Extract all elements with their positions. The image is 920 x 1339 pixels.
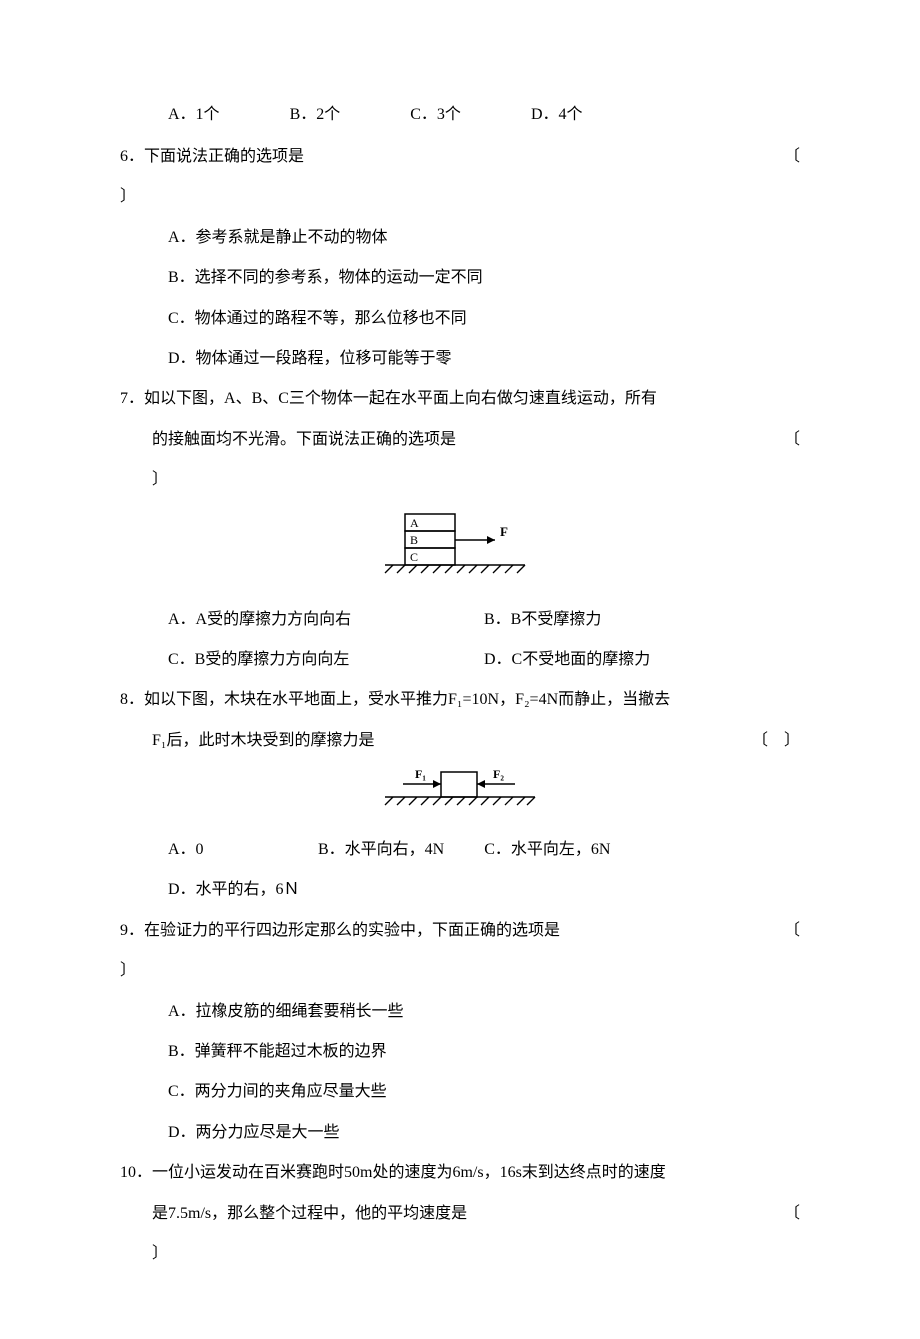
q8-num: 8．	[120, 685, 144, 715]
q7-bracket-open: 〔	[784, 425, 800, 455]
q10-line2: 是7.5m/s，那么整个过程中，他的平均速度是 〔	[120, 1199, 800, 1229]
q7-line1: 7． 如以下图，A、B、C三个物体一起在水平面上向右做匀速直线运动，所有	[120, 384, 800, 414]
q6-num: 6．	[120, 142, 144, 172]
q6-opt-a: A．参考系就是静止不动的物体	[120, 223, 800, 253]
q8-label-f1: F₁	[415, 767, 426, 781]
q10-text2: 是7.5m/s，那么整个过程中，他的平均速度是	[152, 1199, 784, 1229]
q7-opt-a: A．A受的摩擦力方向向右	[168, 605, 484, 635]
q6-text: 下面说法正确的选项是	[144, 142, 776, 172]
q7-opt-c: C．B受的摩擦力方向向左	[168, 645, 484, 675]
q10-num: 10．	[120, 1158, 152, 1188]
q5-opt-d: D．4个	[531, 100, 583, 124]
q7-label-f: F	[500, 524, 508, 539]
q7-bracket-close: 〕	[120, 465, 800, 495]
q8-opt-a: A．0	[168, 835, 278, 865]
q8-text1: 如以下图，木块在水平地面上，受水平推力F₁=10N，F₂=4N而静止，当撤去	[144, 685, 800, 715]
q6-opt-b: B．选择不同的参考系，物体的运动一定不同	[120, 263, 800, 293]
q10-line1: 10． 一位小运发动在百米赛跑时50m处的速度为6m/s，16s末到达终点时的速…	[120, 1158, 800, 1188]
q9-opt-c: C．两分力间的夹角应尽量大些	[120, 1077, 800, 1107]
q7-text2: 的接触面均不光滑。下面说法正确的选项是	[152, 425, 784, 455]
q6-line: 6． 下面说法正确的选项是 〔	[120, 142, 800, 172]
q7-text1: 如以下图，A、B、C三个物体一起在水平面上向右做匀速直线运动，所有	[144, 384, 800, 414]
page-content: A．1个 B．2个 C．3个 D．4个 6． 下面说法正确的选项是 〔 〕 A．…	[0, 0, 920, 1339]
q6-opt-d: D．物体通过一段路程，位移可能等于零	[120, 344, 800, 374]
q7-label-a: A	[410, 516, 419, 530]
q9-opt-a: A．拉橡皮筋的细绳套要稍长一些	[120, 997, 800, 1027]
q5-opt-c: C．3个	[410, 100, 461, 124]
q5-opt-b: B．2个	[290, 100, 341, 124]
q9-text: 在验证力的平行四边形定那么的实验中，下面正确的选项是	[144, 916, 776, 946]
q5-opt-a: A．1个	[168, 100, 220, 124]
q8-opt-d: D．水平的右，6Ｎ	[120, 875, 800, 905]
q9-bracket-close: 〕	[120, 956, 800, 986]
q10-bracket-open: 〔	[784, 1199, 800, 1229]
q6-bracket-close: 〕	[120, 182, 800, 212]
q6-bracket-open: 〔	[776, 142, 800, 172]
q7-num: 7．	[120, 384, 144, 414]
q8-line1: 8． 如以下图，木块在水平地面上，受水平推力F₁=10N，F₂=4N而静止，当撤…	[120, 685, 800, 715]
q9-opt-d: D．两分力应尽是大一些	[120, 1118, 800, 1148]
q8-figure: F₁ F₂	[120, 766, 800, 821]
q8-label-f2: F₂	[493, 767, 504, 781]
q9-bracket-open: 〔	[776, 916, 800, 946]
q9-opt-b: B．弹簧秤不能超过木板的边界	[120, 1037, 800, 1067]
q8-bracket: 〔 〕	[752, 726, 800, 756]
q7-label-b: B	[410, 533, 418, 547]
q7-figure: A B C F	[120, 506, 800, 591]
q6-opt-c: C．物体通过的路程不等，那么位移也不同	[120, 304, 800, 334]
q8-opt-b: B．水平向右，4N	[318, 835, 444, 865]
q7-label-c: C	[410, 550, 418, 564]
q8-diagram: F₁ F₂	[365, 766, 555, 816]
q7-opts-row2: C．B受的摩擦力方向向左 D．C不受地面的摩擦力	[120, 645, 800, 675]
q7-opt-b: B．B不受摩擦力	[484, 605, 800, 635]
q7-diagram: A B C F	[375, 506, 545, 586]
q10-text1: 一位小运发动在百米赛跑时50m处的速度为6m/s，16s末到达终点时的速度	[152, 1158, 800, 1188]
q5-options-row: A．1个 B．2个 C．3个 D．4个	[120, 100, 800, 124]
q8-line2: F₁后，此时木块受到的摩擦力是 〔 〕	[120, 726, 800, 756]
q7-line2: 的接触面均不光滑。下面说法正确的选项是 〔	[120, 425, 800, 455]
q7-opts-row1: A．A受的摩擦力方向向右 B．B不受摩擦力	[120, 605, 800, 635]
q9-line: 9． 在验证力的平行四边形定那么的实验中，下面正确的选项是 〔	[120, 916, 800, 946]
q9-num: 9．	[120, 916, 144, 946]
q8-opt-c: C．水平向左，6N	[484, 835, 610, 865]
q8-text2: F₁后，此时木块受到的摩擦力是	[152, 726, 752, 756]
q10-bracket-close: 〕	[120, 1239, 800, 1269]
q8-opts-row1: A．0 B．水平向右，4N C．水平向左，6N	[120, 835, 800, 865]
q7-opt-d: D．C不受地面的摩擦力	[484, 645, 800, 675]
